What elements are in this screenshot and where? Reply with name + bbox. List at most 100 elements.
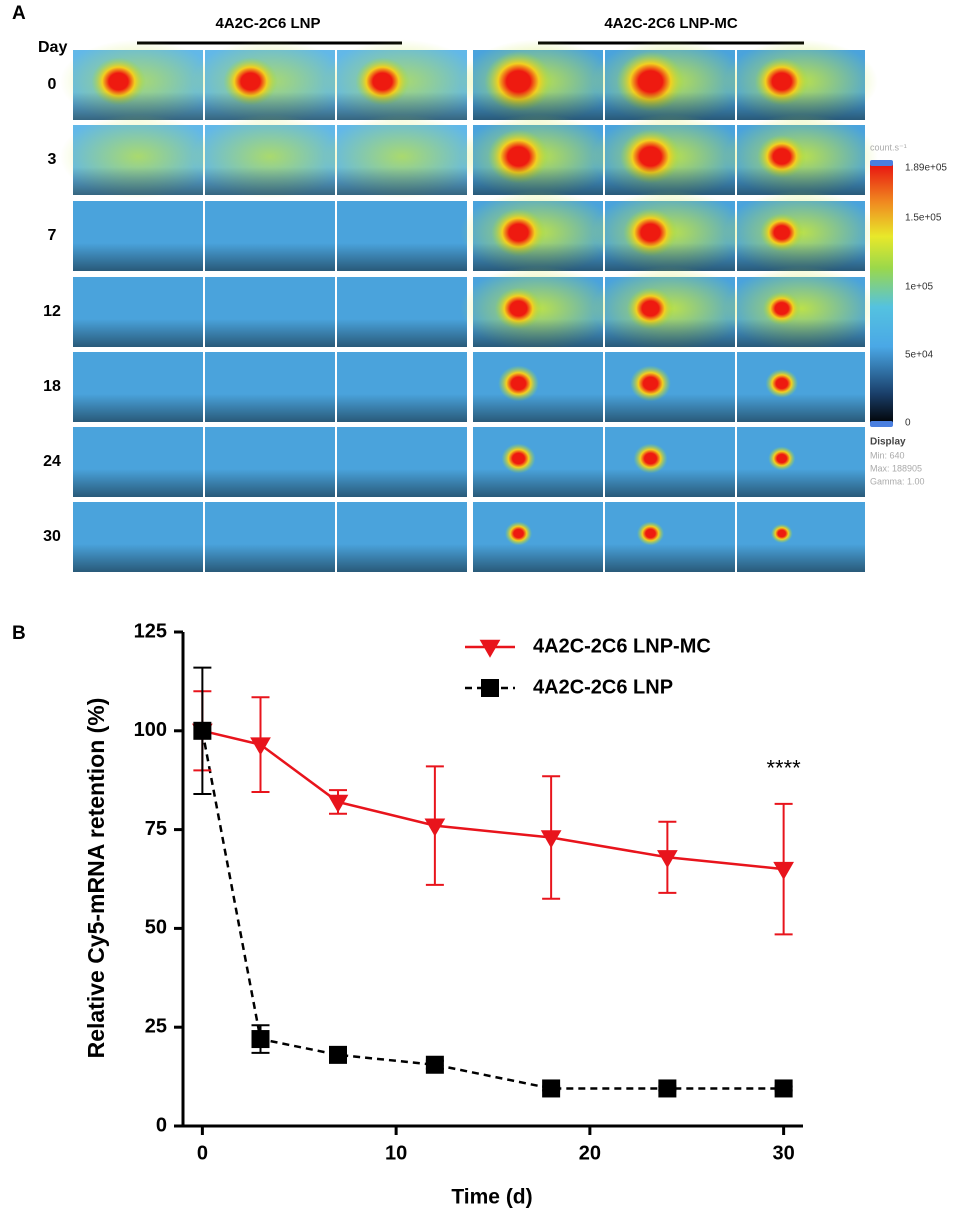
marker: [481, 679, 499, 697]
series-line: [202, 729, 784, 871]
thermal-image: [73, 201, 203, 271]
image-shade: [73, 352, 203, 422]
thermal-image: [337, 277, 467, 347]
colorbar: [870, 163, 893, 425]
display-line: Gamma: 1.00: [870, 476, 925, 486]
image-shade: [473, 427, 603, 497]
group-label: 4A2C-2C6 LNP: [215, 15, 320, 32]
y-axis-title: Relative Cy5-mRNA retention (%): [83, 698, 109, 1059]
day-number: 30: [43, 528, 61, 545]
marker: [424, 818, 446, 837]
image-shade: [605, 427, 735, 497]
thermal-image: [724, 114, 878, 199]
image-shade: [605, 201, 735, 271]
image-shade: [737, 125, 865, 195]
colorbar-unit: count.s⁻¹: [870, 142, 907, 152]
day-number: 18: [43, 378, 61, 395]
image-shade: [205, 427, 335, 497]
thermal-image: [724, 266, 878, 351]
y-tick-label: 75: [145, 818, 167, 840]
thermal-image: [205, 352, 335, 422]
marker: [658, 1079, 677, 1098]
thermal-image: [605, 427, 735, 497]
thermal-image: [592, 190, 748, 275]
image-shade: [337, 277, 467, 347]
image-shade: [205, 502, 335, 572]
thermal-image: [737, 502, 865, 572]
thermal-image: [73, 502, 203, 572]
image-shade: [605, 277, 735, 347]
colorbar-tick-label: 0: [905, 418, 911, 429]
thermal-image: [737, 352, 865, 422]
group-label: 4A2C-2C6 LNP-MC: [604, 15, 738, 32]
thermal-image: [60, 114, 216, 199]
y-tick-label: 50: [145, 917, 167, 939]
thermal-image: [460, 114, 616, 199]
x-tick-label: 10: [385, 1142, 407, 1164]
day-number: 7: [48, 227, 57, 244]
thermal-image: [737, 427, 865, 497]
thermal-image: [592, 39, 748, 124]
thermal-image: [73, 352, 203, 422]
image-grid: 0 3 7 12 18 24 30: [43, 39, 878, 572]
day-label: Day: [38, 39, 67, 56]
image-shade: [73, 201, 203, 271]
thermal-image: [337, 201, 467, 271]
image-shade: [737, 201, 865, 271]
image-shade: [205, 352, 335, 422]
thermal-image: [324, 39, 480, 124]
image-shade: [737, 277, 865, 347]
image-shade: [205, 201, 335, 271]
image-shade: [337, 502, 467, 572]
thermal-image: [324, 114, 480, 199]
image-shade: [73, 50, 203, 120]
image-shade: [73, 502, 203, 572]
thermal-image: [605, 352, 735, 422]
x-tick-label: 30: [773, 1142, 795, 1164]
thermal-image: [205, 427, 335, 497]
colorbar-tick-label: 1.89e+05: [905, 163, 947, 174]
display-title: Display: [870, 437, 906, 448]
image-shade: [605, 502, 735, 572]
colorbar-handle: [870, 160, 893, 166]
colorbar-handle: [870, 421, 893, 427]
colorbar-tick-label: 5e+04: [905, 350, 934, 361]
marker: [250, 737, 271, 756]
legend-label: 4A2C-2C6 LNP: [533, 676, 673, 698]
image-shade: [73, 277, 203, 347]
thermal-image: [473, 352, 603, 422]
y-tick-label: 25: [145, 1015, 167, 1037]
display-line: Min: 640: [870, 450, 905, 460]
thermal-image: [60, 39, 216, 124]
thermal-image: [473, 427, 603, 497]
image-shade: [205, 125, 335, 195]
legend-label: 4A2C-2C6 LNP-MC: [533, 635, 711, 657]
image-shade: [205, 277, 335, 347]
series-line: [201, 730, 784, 1090]
y-tick-label: 100: [134, 719, 167, 741]
image-shade: [205, 50, 335, 120]
thermal-image: [460, 266, 616, 351]
thermal-image: [592, 266, 748, 351]
annotation: ****: [767, 756, 802, 781]
thermal-image: [592, 114, 748, 199]
image-shade: [337, 125, 467, 195]
thermal-image: [73, 427, 203, 497]
marker: [251, 1030, 270, 1049]
image-shade: [737, 427, 865, 497]
image-shade: [605, 50, 735, 120]
thermal-image: [473, 502, 603, 572]
y-tick-label: 125: [134, 620, 167, 642]
marker: [542, 1079, 561, 1098]
image-shade: [337, 352, 467, 422]
thermal-image: [337, 352, 467, 422]
thermal-image: [605, 502, 735, 572]
thermal-image: [460, 190, 616, 275]
marker: [540, 830, 562, 849]
marker: [327, 794, 349, 813]
x-axis-title: Time (d): [451, 1186, 532, 1209]
image-shade: [337, 50, 467, 120]
thermal-image: [192, 114, 348, 199]
thermal-image: [205, 201, 335, 271]
colorbar-tick-label: 1.5e+05: [905, 213, 942, 224]
